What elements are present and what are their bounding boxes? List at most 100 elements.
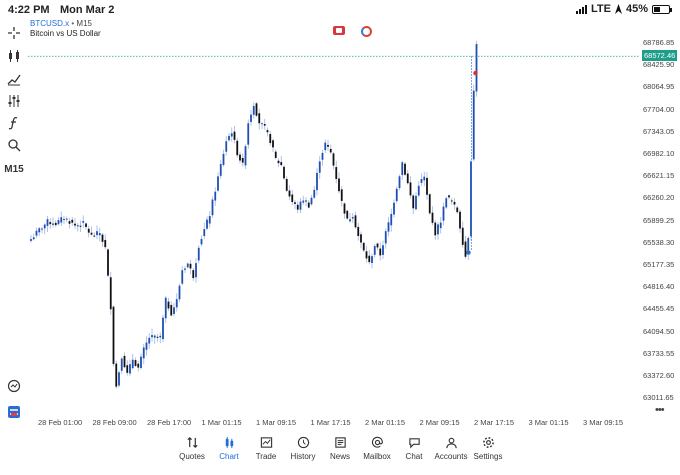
candle-body — [32, 237, 35, 240]
candle-body — [115, 363, 118, 387]
candle-body — [475, 44, 478, 92]
objects-icon[interactable] — [5, 136, 23, 154]
candle-body — [239, 154, 241, 161]
price-chart[interactable] — [28, 30, 640, 405]
tab-news[interactable]: News — [320, 435, 360, 461]
candle-body — [96, 231, 98, 236]
status-time: 4:22 PM — [8, 4, 50, 16]
candle-body — [162, 317, 164, 340]
tab-label: History — [290, 452, 316, 461]
candle-body — [241, 157, 244, 163]
candle-body — [442, 206, 445, 221]
tab-label: Chat — [405, 452, 423, 461]
tab-trade[interactable]: Trade — [246, 435, 286, 461]
candle-body — [233, 131, 236, 140]
candle-body — [178, 285, 181, 300]
candle-body — [43, 224, 46, 229]
tab-settings[interactable]: Settings — [468, 435, 508, 461]
candle-body — [453, 201, 456, 205]
symbol-name[interactable]: BTCUSD.x — [30, 19, 70, 28]
clock-icon[interactable] — [5, 377, 23, 395]
indicators-icon[interactable] — [5, 70, 23, 88]
candle-type-icon[interactable] — [5, 47, 23, 65]
time-tick-label: 28 Feb 17:00 — [147, 418, 192, 427]
history-icon — [283, 435, 323, 450]
price-axis[interactable]: 68786.85 68425.90 68064.95 67704.00 67343.05… — [640, 30, 680, 405]
candle-body — [266, 130, 269, 133]
candle-body — [357, 226, 360, 236]
location-icon — [614, 4, 622, 14]
candle-body — [74, 223, 76, 226]
candle-body — [192, 270, 195, 279]
candle-body — [250, 114, 252, 122]
settings-icon — [468, 435, 508, 450]
candle-body — [332, 153, 335, 166]
candle-body — [120, 358, 123, 371]
candle-body — [52, 223, 54, 225]
trade-icon[interactable] — [5, 403, 23, 421]
tab-accounts[interactable]: Accounts — [431, 435, 471, 461]
candle-body — [346, 210, 349, 219]
candle-body — [145, 342, 148, 350]
candle-body — [417, 185, 420, 196]
symbol-description: Bitcoin vs US Dollar — [30, 29, 101, 38]
candle-body — [71, 219, 74, 223]
price-tick-label: 68786.85 — [643, 38, 675, 48]
candle-body — [395, 188, 398, 202]
time-axis[interactable]: 28 Feb 01:00 28 Feb 09:00 28 Feb 17:00 1 Ma… — [28, 418, 640, 430]
candle-body — [112, 306, 115, 364]
candle-body — [420, 179, 423, 183]
candle-body — [398, 176, 401, 189]
candle-body — [459, 211, 461, 229]
candle-body — [181, 270, 184, 284]
candle-body — [368, 255, 371, 263]
settings-sliders-icon[interactable] — [5, 92, 23, 110]
candle-body — [151, 335, 153, 338]
more-dots-icon[interactable]: ••• — [655, 404, 665, 416]
candle-body — [247, 123, 250, 145]
timeframe-button[interactable]: M15 — [4, 163, 24, 175]
candle-body — [156, 336, 159, 338]
candle-body — [79, 225, 82, 227]
candle-body — [63, 218, 65, 220]
tab-history[interactable]: History — [283, 435, 323, 461]
candle-body — [228, 135, 230, 141]
mailbox-icon — [357, 435, 397, 450]
tab-chart[interactable]: Chart — [209, 435, 249, 461]
candle-body — [197, 247, 200, 261]
candle-body — [404, 163, 406, 175]
tab-mailbox[interactable]: Mailbox — [357, 435, 397, 461]
candle-body — [98, 233, 101, 236]
bid-marker — [466, 250, 471, 255]
time-tick-label: 1 Mar 01:15 — [201, 418, 242, 427]
price-tick-label: 64094.50 — [643, 326, 675, 336]
function-icon[interactable] — [5, 114, 23, 132]
quotes-icon — [172, 435, 212, 450]
candle-body — [164, 297, 167, 319]
time-tick-label: 3 Mar 01:15 — [528, 418, 569, 427]
tab-chat[interactable]: Chat — [394, 435, 434, 461]
candle-body — [167, 301, 170, 309]
crosshair-icon[interactable] — [5, 24, 23, 42]
price-tick-label: 63011.65 — [643, 393, 674, 403]
current-price-label: 68572.46 — [642, 50, 678, 62]
candle-body — [362, 242, 365, 251]
candle-body — [448, 195, 450, 198]
candle-body — [365, 251, 368, 259]
price-tick-label: 63733.55 — [643, 348, 675, 358]
candle-body — [38, 228, 41, 233]
signals-icon[interactable] — [361, 26, 372, 37]
tab-quotes[interactable]: Quotes — [172, 435, 212, 461]
candle-body — [186, 263, 189, 268]
one-click-trading-icon[interactable] — [333, 26, 345, 35]
candle-body — [472, 90, 475, 160]
candle-body — [57, 220, 60, 225]
candle-body — [68, 221, 71, 224]
price-tick-label: 67343.05 — [643, 126, 675, 136]
candle-body — [299, 201, 302, 210]
candle-body — [277, 160, 280, 164]
candle-body — [41, 228, 43, 230]
candle-body — [318, 161, 321, 173]
candle-body — [159, 335, 162, 338]
candle-body — [426, 177, 428, 195]
